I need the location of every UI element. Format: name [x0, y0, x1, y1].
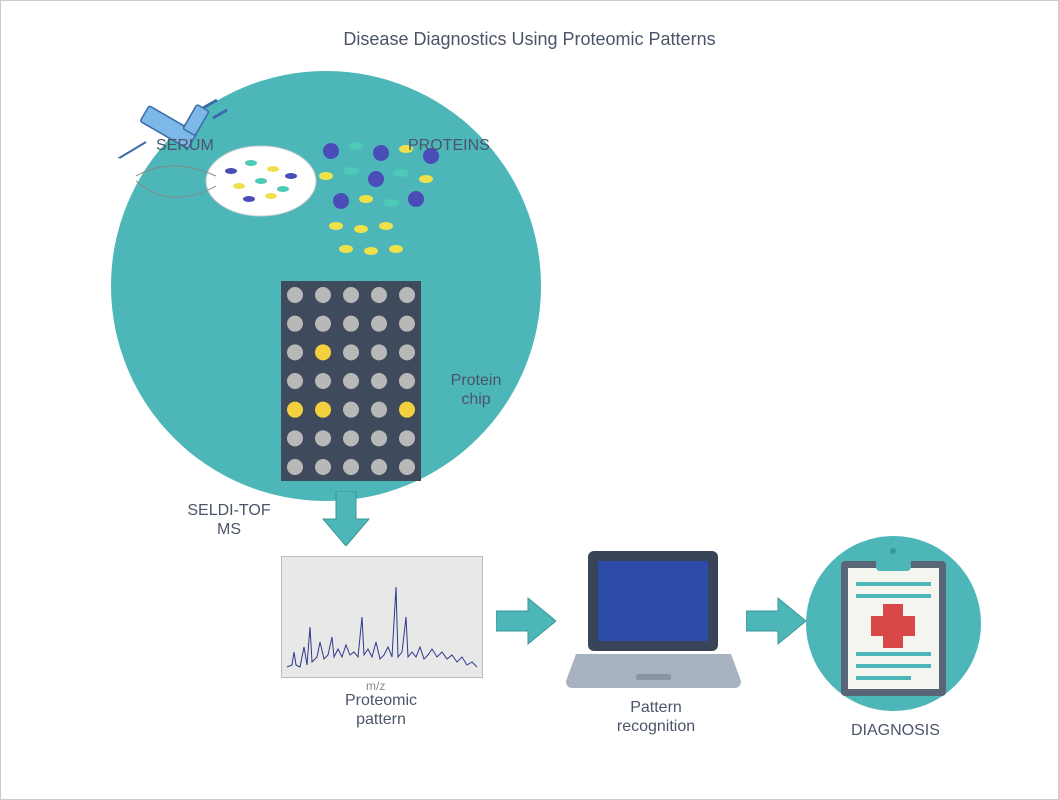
seldi-tof-label: SELDI-TOF MS: [179, 501, 279, 539]
diagram-canvas: Disease Diagnostics Using Proteomic Patt…: [0, 0, 1059, 800]
proteomic-pattern-label: Proteomic pattern: [331, 691, 431, 729]
right-arrow-1-icon: [496, 596, 556, 646]
proteins-label: PROTEINS: [408, 136, 490, 155]
spectrum-chart: [281, 556, 483, 678]
protein-chip: [281, 281, 421, 481]
diagnosis-label: DIAGNOSIS: [851, 721, 940, 740]
right-arrow-2-icon: [746, 596, 806, 646]
down-arrow-icon: [321, 491, 371, 546]
protein-chip-label: Protein chip: [441, 371, 511, 409]
flow-lines-icon: [131, 161, 231, 221]
laptop-icon: [566, 546, 741, 696]
pattern-recognition-label: Pattern recognition: [606, 698, 706, 736]
clipboard-icon: [831, 546, 956, 706]
diagram-title: Disease Diagnostics Using Proteomic Patt…: [1, 29, 1058, 50]
